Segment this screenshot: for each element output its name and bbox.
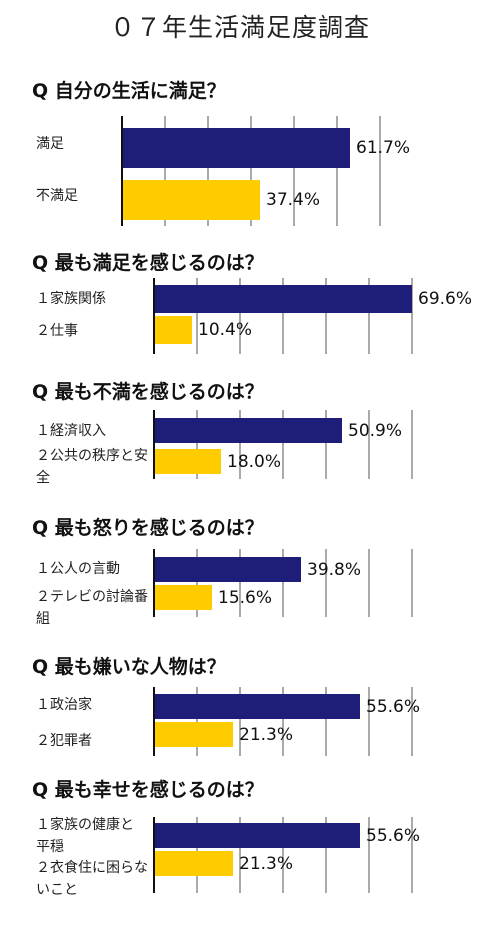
chart-panel: Q 自分の生活に満足？ 満足不満足 61.7% 37.4% <box>0 76 480 226</box>
bar <box>154 722 233 747</box>
data-label: 15.6% <box>218 587 273 608</box>
bar-plot <box>121 116 381 226</box>
chart-panel: Q 最も嫌いな人物は？ １政治家 ２犯罪者 55.6% 21.3% <box>0 652 480 802</box>
bar <box>154 316 192 344</box>
category-label: １経済収入 <box>36 423 106 439</box>
category-label: ２犯罪者 <box>36 733 92 749</box>
chart-panel: Q 最も怒りを感じるのは？ １公人の言動 ２テレビの討論番組 39.8% 15.6% <box>0 513 480 663</box>
bar-plot <box>153 410 413 479</box>
category-label: ２公共の秩序と安全 <box>36 448 148 486</box>
category-label: ２衣食住に困らないこと <box>36 860 148 898</box>
chart-title: Q 自分の生活に満足？ <box>32 80 226 102</box>
category-label: １政治家 <box>36 697 92 713</box>
bar <box>154 449 221 474</box>
data-label: 18.0% <box>227 451 282 472</box>
bar-plot <box>153 549 413 617</box>
bar <box>122 128 350 168</box>
chart-title: Q 最も幸せを感じるのは？ <box>32 779 264 801</box>
data-label: 61.7% <box>356 138 411 158</box>
bar-plot <box>153 687 413 756</box>
data-label: 55.6% <box>366 696 421 717</box>
bar-plot <box>153 817 413 893</box>
chart-panel: Q 最も不満を感じるのは？ １経済収入 ２公共の秩序と安全 50.9% 18.0% <box>0 377 480 527</box>
data-label: 10.4% <box>198 320 253 340</box>
chart-title: Q 最も嫌いな人物は？ <box>32 656 226 678</box>
category-label: １公人の言動 <box>36 561 120 577</box>
bar-plot <box>153 278 413 354</box>
category-label: ２仕事 <box>36 323 78 339</box>
data-label: 50.9% <box>348 420 403 441</box>
chart-panel: Q 最も幸せを感じるのは？ １家族の健康と平穏 ２衣食住に困らないこと 55.6% 21… <box>0 775 480 925</box>
data-label: 21.3% <box>239 724 294 745</box>
chart-title: Q 最も満足を感じるのは？ <box>32 252 264 274</box>
bar <box>154 557 301 582</box>
data-label: 21.3% <box>239 853 294 874</box>
category-label: 満足 <box>36 136 64 152</box>
category-label: 不満足 <box>36 188 78 204</box>
data-label: 69.6% <box>418 289 473 309</box>
data-label: 39.8% <box>307 559 362 580</box>
bar <box>154 851 233 876</box>
category-label: １家族関係 <box>36 291 106 307</box>
chart-panel: Q 最も満足を感じるのは？ １家族関係 ２仕事 69.6% 10.4% <box>0 248 480 398</box>
category-label: ２テレビの討論番組 <box>36 589 148 627</box>
bar <box>154 285 412 313</box>
bar <box>154 585 212 610</box>
page-title: ０７年生活満足度調査 <box>109 13 370 42</box>
category-label: １家族の健康と平穏 <box>36 817 134 855</box>
bar <box>154 823 360 848</box>
bar <box>154 694 360 719</box>
data-label: 37.4% <box>266 190 321 210</box>
chart-title: Q 最も怒りを感じるのは？ <box>32 517 264 539</box>
chart-title: Q 最も不満を感じるのは？ <box>32 381 264 403</box>
bar <box>122 180 260 220</box>
data-label: 55.6% <box>366 825 421 846</box>
bar <box>154 418 342 443</box>
